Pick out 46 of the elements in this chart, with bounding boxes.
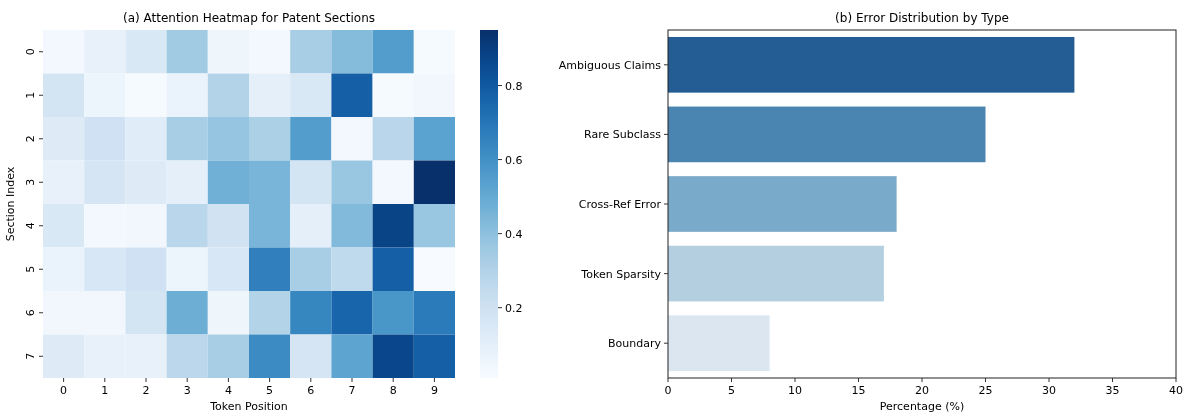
x-tick-label: 8 bbox=[389, 384, 397, 397]
x-tick-label: 1 bbox=[101, 384, 109, 397]
x-tick-label: 7 bbox=[348, 384, 356, 397]
y-tick-label: 3 bbox=[24, 178, 37, 186]
y-tick-label: Rare Subclass bbox=[584, 128, 662, 142]
color-bar-label: 0.4 bbox=[505, 227, 523, 241]
x-tick-label: 2 bbox=[142, 384, 150, 397]
x-tick-label: 5 bbox=[728, 384, 735, 397]
y-tick-label: 6 bbox=[24, 309, 37, 317]
x-tick-label: 3 bbox=[183, 384, 191, 397]
color-bar-label: 0.6 bbox=[505, 153, 523, 167]
bar bbox=[668, 245, 884, 302]
color-bar-label: 0.8 bbox=[505, 79, 523, 93]
bar bbox=[668, 106, 986, 163]
x-tick-label: 40 bbox=[1169, 384, 1183, 397]
x-tick-label: 9 bbox=[430, 384, 438, 397]
x-tick-label: 25 bbox=[978, 384, 993, 397]
x-tick-label: 20 bbox=[915, 384, 929, 397]
bar bbox=[668, 176, 897, 232]
color-bar-label: 0.2 bbox=[505, 301, 523, 315]
chart-title: (a) Attention Heatmap for Patent Sections bbox=[122, 11, 376, 25]
x-tick-label: 30 bbox=[1042, 384, 1056, 397]
y-tick-label: 1 bbox=[24, 91, 37, 99]
x-tick-label: 4 bbox=[224, 384, 232, 397]
y-tick-label: 0 bbox=[24, 48, 37, 56]
y-tick-label: 5 bbox=[24, 265, 37, 273]
x-tick-label: 10 bbox=[788, 384, 802, 397]
x-tick-label: 0 bbox=[60, 384, 68, 397]
x-tick-label: 5 bbox=[266, 384, 274, 397]
bar bbox=[668, 36, 1075, 93]
y-tick-label: 7 bbox=[24, 352, 37, 360]
y-tick-label: Boundary bbox=[608, 337, 662, 351]
x-axis-title: Token Position bbox=[209, 400, 288, 413]
x-tick-label: 6 bbox=[307, 384, 315, 397]
y-tick-label: Token Sparsity bbox=[580, 267, 662, 281]
bar bbox=[668, 315, 770, 372]
y-tick-label: Ambiguous Claims bbox=[558, 58, 662, 72]
y-tick-label: 2 bbox=[24, 135, 37, 143]
x-axis-title: Percentage (%) bbox=[879, 400, 965, 413]
chart-title: (b) Error Distribution by Type bbox=[835, 11, 1009, 25]
x-tick-label: 15 bbox=[851, 384, 866, 397]
y-tick-label: Cross-Ref Error bbox=[578, 198, 662, 211]
y-axis-title: Section Index bbox=[4, 166, 17, 242]
x-tick-label: 35 bbox=[1105, 384, 1120, 397]
x-tick-label: 0 bbox=[664, 384, 672, 397]
y-tick-label: 4 bbox=[24, 222, 37, 230]
